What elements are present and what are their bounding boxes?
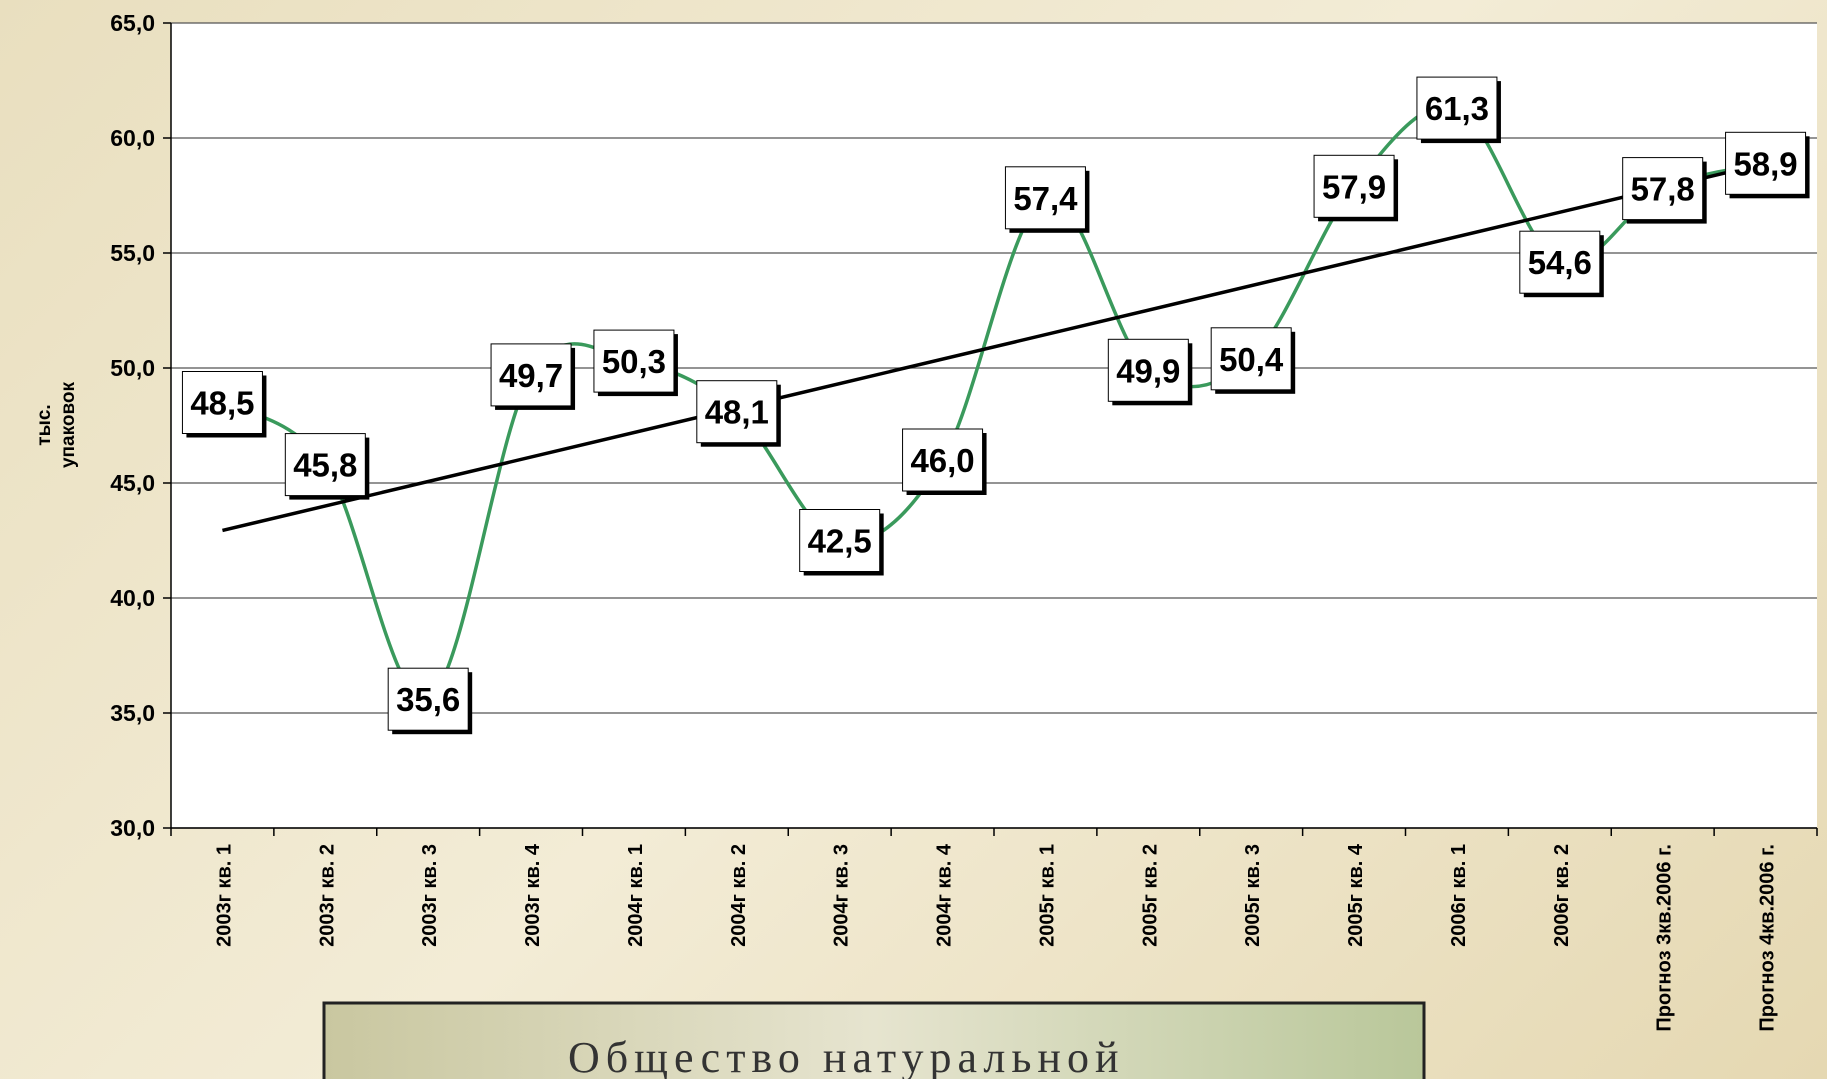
x-tick-label: 2004г кв. 4	[934, 843, 956, 947]
value-label-box	[1416, 76, 1498, 140]
value-label: 57,9	[1322, 168, 1386, 205]
x-tick-label: 2005г кв. 3	[1242, 844, 1264, 947]
value-label-box	[1519, 230, 1601, 294]
y-tick-label: 65,0	[110, 10, 155, 36]
value-label: 49,7	[499, 357, 563, 394]
x-tick-label: 2004г кв. 3	[831, 844, 853, 947]
banner	[322, 1001, 1426, 1079]
y-tick-label: 55,0	[110, 240, 155, 266]
x-tick-label: 2006г кв. 2	[1551, 844, 1573, 947]
y-tick-label: 45,0	[110, 470, 155, 496]
value-label-box	[284, 433, 366, 497]
x-tick-label: 2004г кв. 2	[728, 844, 750, 947]
x-tick-label: 2005г кв. 4	[1345, 843, 1367, 947]
value-label-box	[387, 667, 469, 731]
value-label: 50,3	[602, 343, 666, 380]
x-tick-label: 2006г кв. 1	[1448, 844, 1470, 947]
value-label-box	[696, 380, 778, 444]
y-tick-label: 40,0	[110, 585, 155, 611]
value-label: 61,3	[1425, 90, 1489, 127]
x-tick-label: 2003г кв. 1	[213, 844, 235, 947]
value-label-box	[1210, 327, 1292, 391]
value-label: 35,6	[396, 681, 460, 718]
value-label: 49,9	[1116, 352, 1180, 389]
banner-text: Общество натуральной	[568, 1033, 1125, 1079]
x-tick-label: 2005г кв. 1	[1036, 844, 1058, 947]
value-label: 57,8	[1631, 171, 1695, 208]
y-axis-label-line: упаковок	[58, 382, 79, 469]
x-tick-label: Прогноз 3кв.2006 г.	[1654, 844, 1676, 1032]
value-label: 50,4	[1219, 341, 1284, 378]
value-label-box	[1313, 154, 1395, 218]
value-label: 45,8	[293, 447, 357, 484]
x-tick-label: 2004г кв. 1	[625, 844, 647, 947]
value-label-box	[593, 329, 675, 393]
y-tick-label: 60,0	[110, 125, 155, 151]
y-tick-label: 50,0	[110, 355, 155, 381]
value-label-box	[490, 343, 572, 407]
value-label-box	[1725, 131, 1807, 195]
value-label-box	[1107, 338, 1189, 402]
y-tick-label: 35,0	[110, 700, 155, 726]
y-axis-label: тыс. упаковок	[34, 382, 79, 469]
x-tick-label: 2003г кв. 3	[419, 844, 441, 947]
value-label: 46,0	[910, 442, 974, 479]
value-label-box	[902, 428, 984, 492]
y-tick-label: 30,0	[110, 815, 155, 841]
x-tick-label: Прогноз 4кв.2006 г.	[1757, 844, 1779, 1032]
value-label: 42,5	[808, 523, 872, 560]
value-label: 48,1	[705, 394, 769, 431]
value-label-box	[799, 509, 881, 572]
trend-line	[222, 161, 1766, 533]
value-label: 58,9	[1733, 145, 1797, 182]
value-label-box	[1004, 166, 1086, 230]
value-label: 48,5	[190, 385, 254, 422]
x-tick-label: 2005г кв. 2	[1139, 844, 1161, 947]
value-label: 54,6	[1528, 244, 1592, 281]
value-label-box	[181, 371, 263, 434]
y-axis-label-line: тыс.	[34, 404, 55, 445]
x-tick-label: 2003г кв. 2	[316, 844, 338, 947]
value-label: 57,4	[1013, 180, 1078, 217]
value-label-box	[1622, 157, 1704, 221]
x-tick-label: 2003г кв. 4	[522, 843, 544, 947]
